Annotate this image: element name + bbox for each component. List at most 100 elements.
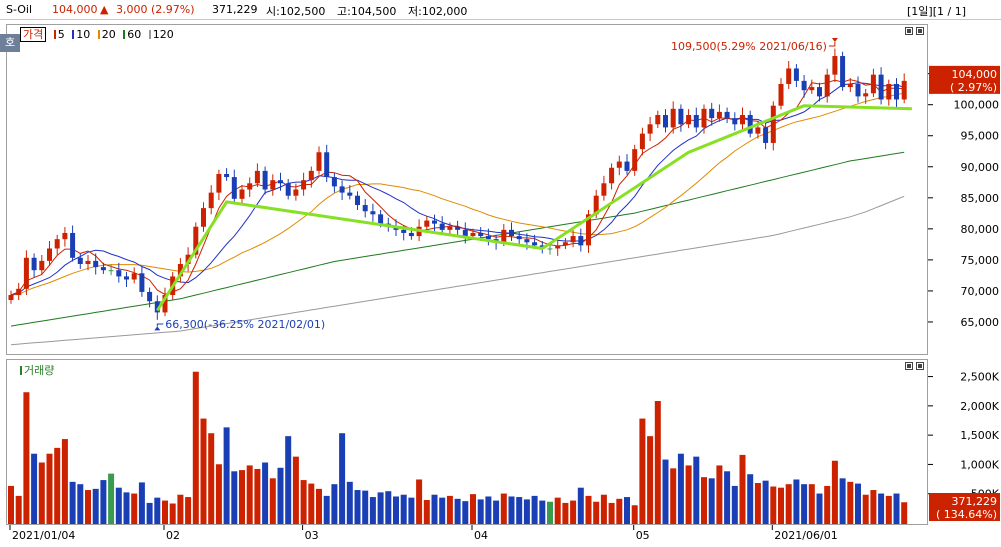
stock-name[interactable]: S-Oil xyxy=(6,3,33,16)
volume-bar xyxy=(446,495,453,524)
candle-body xyxy=(8,295,14,300)
candle-body xyxy=(47,248,52,261)
candle-body xyxy=(316,152,322,171)
candle-body xyxy=(462,229,468,237)
volume-chart-panel[interactable] xyxy=(6,359,928,525)
ma-line-5 xyxy=(10,79,905,296)
volume-bar xyxy=(493,500,500,524)
candle-body xyxy=(847,83,853,88)
candle-body xyxy=(478,232,484,237)
candle-body xyxy=(547,248,553,250)
volume-bar xyxy=(292,456,299,524)
candle-body xyxy=(894,83,899,100)
volume-bar xyxy=(439,497,446,524)
candle-body xyxy=(601,183,607,196)
candle-body xyxy=(278,180,283,184)
candle-body xyxy=(516,236,522,240)
last-price-tag-value: 104,000 xyxy=(952,68,998,81)
legend-ma60[interactable]: 60 xyxy=(123,28,141,41)
candle-body xyxy=(239,189,245,199)
quote-side-tab[interactable]: 호 xyxy=(0,34,20,52)
candle-body xyxy=(655,115,661,125)
period-selector[interactable]: [1일][1 / 1] xyxy=(907,5,966,18)
candle-body xyxy=(262,170,268,190)
date-axis: 2021/01/04 02 03 04 05 2021/06/01 xyxy=(9,525,838,542)
volume-bar xyxy=(801,484,808,524)
volume-bar xyxy=(369,497,376,524)
legend-ma20[interactable]: 20 xyxy=(97,28,116,41)
candle-body xyxy=(93,260,99,268)
candle-body xyxy=(824,74,830,97)
volume-bar xyxy=(162,500,168,524)
volume-bar xyxy=(739,454,746,524)
price-change: 3,000 (2.97%) xyxy=(116,3,195,16)
volume-bar xyxy=(654,401,661,524)
candle-body xyxy=(177,263,183,277)
price-panel-maximize-button[interactable] xyxy=(916,27,924,35)
price-axis-tick-label: 85,000 xyxy=(961,192,1000,205)
open-price: 시:102,500 xyxy=(266,5,326,18)
ma-line-10 xyxy=(10,82,905,296)
volume-bar xyxy=(23,392,30,524)
candle-body xyxy=(216,173,222,193)
candle-body xyxy=(124,276,129,280)
volume-legend[interactable]: 거래량 xyxy=(20,362,54,378)
volume-bar xyxy=(85,490,91,524)
low-price: 저:102,000 xyxy=(408,5,468,18)
candle-body xyxy=(716,111,722,119)
volume-bar xyxy=(215,464,222,524)
volume-axis-tick-label: 2,000K xyxy=(960,400,999,413)
volume-bar xyxy=(608,502,615,524)
candle-body xyxy=(863,93,869,97)
volume-panel-maximize-button[interactable] xyxy=(916,362,924,370)
volume-bar xyxy=(778,487,784,524)
volume-bar xyxy=(600,494,607,524)
volume-bar xyxy=(431,494,438,524)
high-price: 고:104,500 xyxy=(337,5,397,18)
candle-body xyxy=(809,87,815,91)
date-axis-label: 04 xyxy=(474,529,488,542)
legend-ma10[interactable]: 10 xyxy=(72,28,90,41)
candle-body xyxy=(755,127,761,134)
candle-body xyxy=(670,108,676,128)
legend-price[interactable]: 가격 xyxy=(20,27,47,42)
volume-bar xyxy=(69,481,76,524)
candle-body xyxy=(678,108,684,125)
volume-bar xyxy=(470,494,476,524)
date-axis-label: 2021/06/01 xyxy=(774,529,837,542)
volume-bar xyxy=(239,470,245,524)
volume-bar xyxy=(670,468,677,524)
volume-bar xyxy=(701,477,707,524)
price-axis: 65,000 70,000 75,000 80,000 85,000 90,000 95,0… xyxy=(928,65,1000,329)
date-axis-label: 05 xyxy=(636,529,650,542)
candle-body xyxy=(254,170,260,184)
legend-ma120[interactable]: 120 xyxy=(148,28,174,41)
candle-body xyxy=(770,105,776,143)
candle-body xyxy=(231,177,237,199)
price-axis-tick-label: 65,000 xyxy=(961,316,1000,329)
legend-ma5[interactable]: 5 xyxy=(53,28,65,41)
volume-bar xyxy=(192,371,199,524)
last-volume-tag xyxy=(929,493,1000,521)
volume-bar xyxy=(31,453,38,524)
candle-body xyxy=(185,254,191,264)
volume-bar xyxy=(269,478,276,524)
volume-bar xyxy=(316,488,322,524)
volume-legend-swatch xyxy=(20,366,22,375)
price-axis-tick-label: 80,000 xyxy=(961,223,1000,236)
candle-body xyxy=(632,149,638,171)
volume-bar xyxy=(716,465,723,524)
high-marker-line xyxy=(828,42,836,47)
price-chart-panel[interactable]: 109,500(5.29% 2021/06/16) 66,300(-36.25% … xyxy=(6,24,928,355)
volume-bar xyxy=(377,492,384,524)
price-panel-restore-button[interactable] xyxy=(905,27,913,35)
candle-body xyxy=(878,74,884,100)
volume-bar xyxy=(754,483,761,524)
price-axis-tick-label: 70,000 xyxy=(961,285,1000,298)
volume-bar xyxy=(847,481,854,524)
candle-body xyxy=(31,257,37,271)
volume-panel-restore-button[interactable] xyxy=(905,362,913,370)
volume-bar xyxy=(831,460,838,524)
volume-bar xyxy=(408,497,415,524)
volume-bar xyxy=(731,485,738,524)
